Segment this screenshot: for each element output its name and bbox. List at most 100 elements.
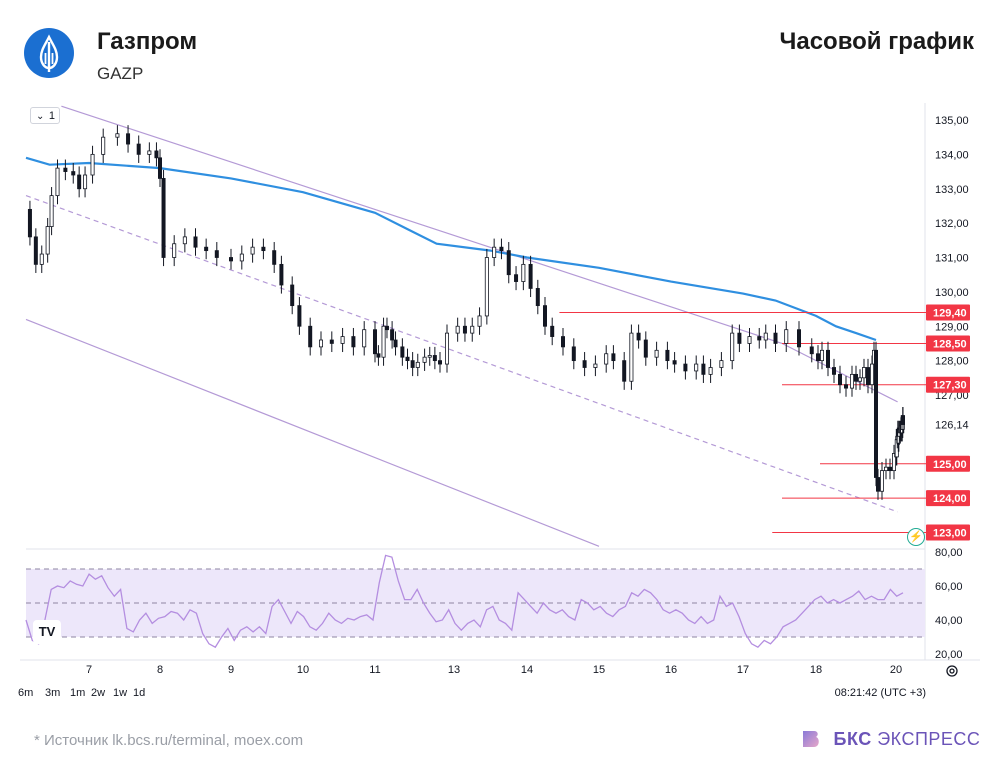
- time-tick-label: 20: [890, 664, 902, 676]
- candle-body: [83, 174, 88, 190]
- price-tick-label: 129,00: [935, 321, 969, 333]
- candle-body: [39, 253, 44, 265]
- company-name: Газпром: [97, 28, 198, 55]
- candle-body: [318, 339, 323, 348]
- candle-body: [432, 355, 437, 362]
- candle-body: [784, 329, 789, 344]
- brand-bold: БКС: [833, 728, 872, 749]
- rsi-line: [25, 554, 904, 649]
- range-1w[interactable]: 1w: [113, 687, 128, 699]
- range-3m[interactable]: 3m: [45, 687, 61, 699]
- candle-body: [182, 236, 187, 245]
- candle-body: [643, 339, 648, 358]
- time-tick-label: 17: [737, 664, 749, 676]
- candle-body: [49, 195, 54, 227]
- candle-body: [250, 246, 255, 255]
- candle-body: [528, 263, 533, 289]
- price-tick-label: 132,00: [935, 218, 969, 230]
- range-1m[interactable]: 1m: [70, 687, 86, 699]
- candle-body: [604, 353, 609, 365]
- candle-body: [381, 325, 386, 358]
- price-tick-label: 134,00: [935, 149, 969, 161]
- level-label: 123,00: [933, 528, 967, 540]
- candle-body: [462, 325, 467, 334]
- candle-body: [654, 349, 659, 358]
- tradingview-icon[interactable]: TV: [33, 620, 61, 644]
- level-badge: [926, 304, 970, 321]
- candle-body: [708, 367, 713, 375]
- time-tick-label: 16: [665, 664, 677, 676]
- candle-body: [521, 263, 526, 282]
- candle-body: [862, 367, 867, 379]
- interval-selector[interactable]: ⌄ 1: [30, 107, 60, 124]
- range-2w[interactable]: 2w: [91, 687, 106, 699]
- candle-body: [297, 305, 302, 327]
- candle-body: [90, 153, 95, 176]
- rsi-tick-label: 20,00: [935, 649, 963, 661]
- candle-body: [672, 360, 677, 365]
- price-chart[interactable]: 135,00 134,00 133,00 132,00 131,00 130,00 129,…: [0, 0, 1000, 712]
- candle-body: [694, 363, 699, 372]
- candle-body: [372, 329, 377, 355]
- candle-body: [55, 167, 60, 197]
- candle-body: [820, 349, 825, 362]
- candle-body: [854, 373, 859, 382]
- interval-label: 1: [48, 110, 55, 122]
- candle-body: [737, 332, 742, 344]
- price-tick-label: 127,00: [935, 390, 969, 402]
- candle-body: [351, 336, 356, 348]
- candle-body: [147, 150, 152, 155]
- range-1d[interactable]: 1d: [133, 687, 146, 699]
- candle-body: [228, 257, 233, 262]
- candle-body: [571, 346, 576, 362]
- candle-body: [101, 136, 106, 155]
- last-price-label: 126,14: [935, 420, 969, 432]
- clock: 08:21:42 (UTC +3): [834, 687, 926, 699]
- channel-lower-line: [25, 318, 600, 547]
- candle-body: [126, 133, 131, 145]
- candle-body: [719, 360, 724, 368]
- candle-body: [272, 250, 277, 265]
- candle-body: [470, 325, 475, 334]
- chart-header: Газпром GAZP Часовой график: [0, 0, 1000, 100]
- time-tick-label: 8: [157, 664, 163, 676]
- candle-body: [747, 336, 752, 344]
- candle-body: [415, 361, 420, 368]
- candle-body: [826, 349, 831, 368]
- candle-body: [561, 336, 566, 348]
- candle-body: [393, 339, 398, 348]
- candle-body: [514, 274, 519, 282]
- candle-body: [543, 305, 548, 327]
- candle-body: [390, 329, 395, 341]
- candle-body: [492, 246, 497, 258]
- candle-body: [701, 363, 706, 375]
- candle-body: [884, 466, 889, 472]
- candle-body: [858, 377, 863, 382]
- channel-mid-line: [25, 195, 898, 513]
- candle-body: [204, 246, 209, 252]
- candle-body: [730, 332, 735, 362]
- candle-body: [876, 477, 881, 492]
- candle-body: [816, 353, 821, 362]
- candle-body: [683, 363, 688, 372]
- flash-icon[interactable]: ⚡: [907, 528, 925, 546]
- candle-body: [636, 332, 641, 341]
- candle-body: [870, 363, 875, 386]
- candle-body: [622, 360, 627, 382]
- candle-body: [161, 178, 166, 258]
- candle-body: [340, 336, 345, 344]
- candle-body: [611, 353, 616, 362]
- candle-body: [422, 356, 427, 363]
- rsi-tick-label: 80,00: [935, 547, 963, 559]
- time-tick-label: 15: [593, 664, 605, 676]
- candle-body: [154, 150, 159, 159]
- candle-body: [892, 453, 897, 472]
- range-6m[interactable]: 6m: [18, 687, 34, 699]
- candle-body: [832, 367, 837, 375]
- candle-body: [455, 325, 460, 334]
- time-tick-label: 10: [297, 664, 309, 676]
- candle-body: [27, 208, 32, 238]
- settings-icon[interactable]: [945, 664, 959, 678]
- time-tick-label: 14: [521, 664, 533, 676]
- level-label: 127,30: [933, 380, 967, 392]
